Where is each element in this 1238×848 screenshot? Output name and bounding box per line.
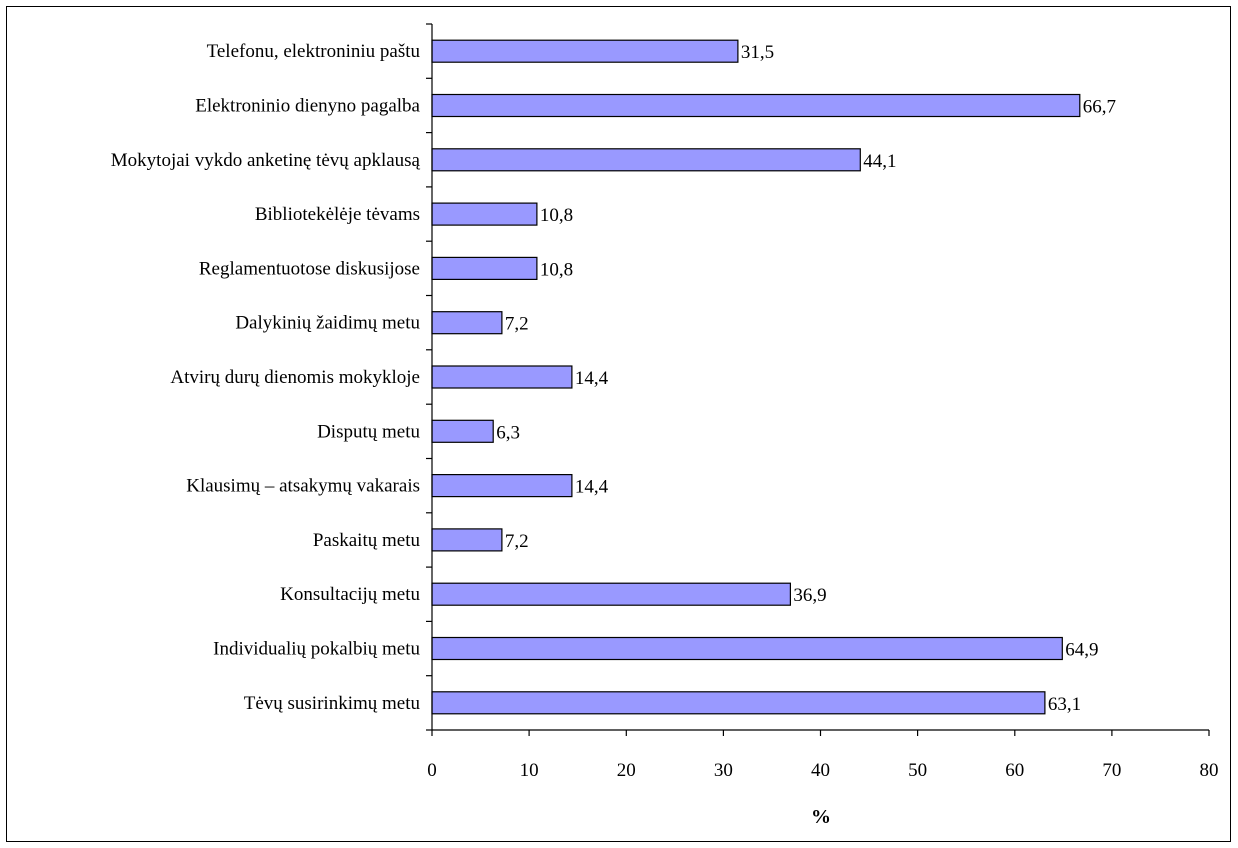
x-tick-label: 0 [427,760,437,781]
bar [431,474,573,498]
bar [431,365,573,389]
value-label: 7,2 [505,314,529,335]
value-label: 36,9 [793,585,826,606]
value-label: 10,8 [540,205,573,226]
bar [431,311,503,335]
value-label: 6,3 [496,422,520,443]
bar [431,39,739,63]
bar [431,93,1081,118]
bar [431,202,538,226]
x-tick-label: 50 [908,760,927,781]
x-tick-label: 70 [1102,760,1121,781]
value-label: 31,5 [741,42,774,63]
x-axis-title: % [811,806,831,828]
value-label: 14,4 [575,368,609,389]
category-label: Individualių pokalbių metu [213,639,420,660]
bar [431,691,1046,715]
x-tick-label: 60 [1005,760,1024,781]
bar [431,636,1063,661]
category-label: Konsultacijų metu [280,584,420,605]
category-label: Dalykinių žaidimų metu [235,313,420,334]
bar [431,528,503,552]
bar [431,419,494,443]
labels-layer: Telefonu, elektroniniu paštu 31,5 Elektron… [111,41,1219,781]
bar [431,256,538,280]
value-label: 64,9 [1065,640,1098,661]
bars-layer [431,39,1081,715]
value-label: 44,1 [863,151,896,172]
value-label: 7,2 [505,531,529,552]
value-label: 63,1 [1048,694,1081,715]
axes-layer [426,23,1210,736]
category-label: Elektroninio dienyno pagalba [195,96,420,117]
category-label: Klausimų – atsakymų vakarais [186,476,420,497]
x-tick-label: 40 [811,760,830,781]
category-label: Reglamentuotose diskusijose [199,258,420,279]
category-label: Bibliotekėlėje tėvams [255,204,420,225]
category-label: Tėvų susirinkimų metu [244,693,421,714]
category-label: Telefonu, elektroniniu paštu [207,41,421,62]
bar [431,148,861,172]
x-tick-label: 20 [617,760,636,781]
category-label: Mokytojai vykdo anketinę tėvų apklausą [111,150,421,171]
category-label: Paskaitų metu [313,530,421,551]
category-label: Disputų metu [317,421,420,442]
category-label: Atvirų durų dienomis mokykloje [170,367,420,388]
x-tick-label: 80 [1200,760,1219,781]
bar [431,582,791,606]
value-label: 10,8 [540,259,573,280]
x-tick-label: 10 [520,760,539,781]
x-tick-label: 30 [714,760,733,781]
value-label: 14,4 [575,477,609,498]
value-label: 66,7 [1083,97,1116,118]
